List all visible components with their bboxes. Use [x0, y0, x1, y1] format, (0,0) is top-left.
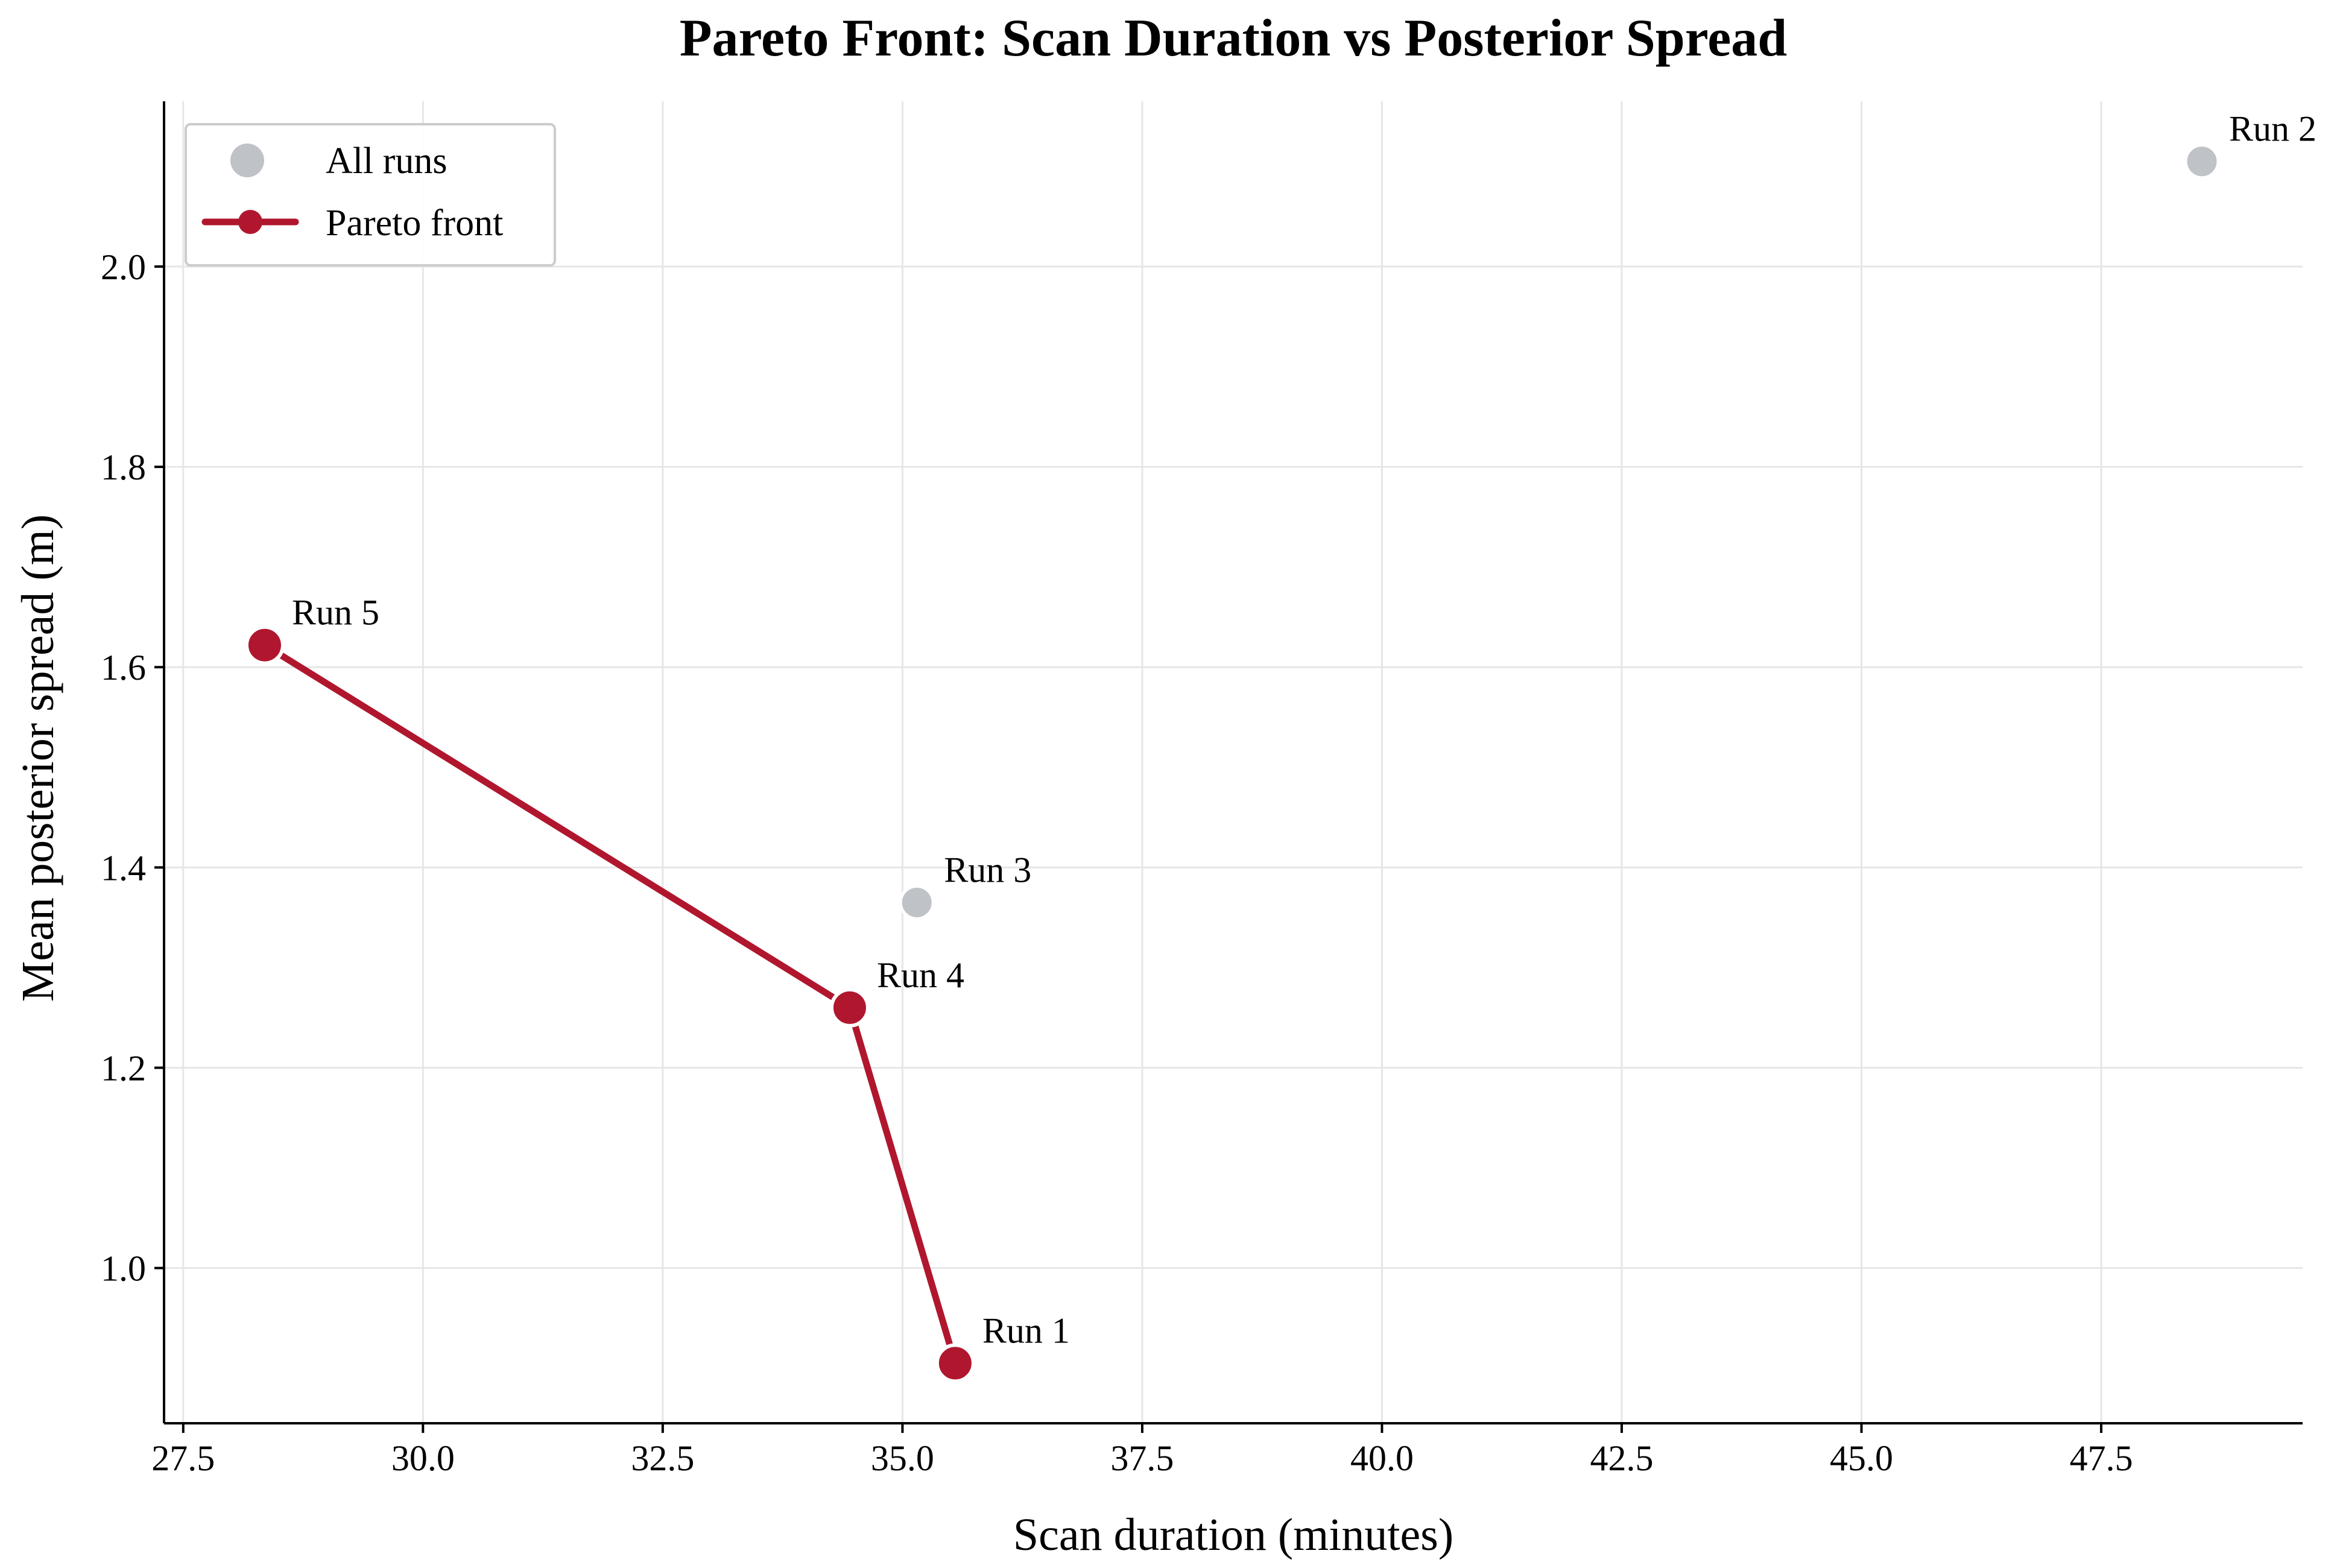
legend-label-all-runs: All runs [326, 141, 447, 182]
legend-box [185, 123, 556, 267]
all-runs-point [899, 884, 935, 920]
x-tick-label: 30.0 [391, 1438, 455, 1478]
pareto-front-point [244, 625, 285, 665]
y-tick-label: 1.2 [101, 1048, 146, 1088]
x-tick-label: 27.5 [151, 1438, 215, 1478]
y-tick-label: 1.0 [101, 1249, 146, 1289]
chart-title: Pareto Front: Scan Duration vs Posterior… [680, 9, 1787, 68]
x-tick-label: 47.5 [2070, 1438, 2133, 1478]
pareto-front-point [829, 987, 870, 1028]
legend-label-pareto-front: Pareto front [326, 203, 503, 244]
legend: All runs Pareto front [185, 123, 556, 267]
series-layer [244, 144, 2220, 1383]
point-label: Run 3 [944, 850, 1031, 890]
point-labels: Run 1 Run 2 Run 3 Run 4 Run 5 [292, 109, 2316, 1351]
x-tick-label: 32.5 [631, 1438, 694, 1478]
axes: 27.5 30.0 32.5 35.0 37.5 40.0 42.5 45.0 47.5 1.0 1… [101, 101, 2303, 1478]
x-tick-label: 35.0 [871, 1438, 934, 1478]
x-tick-label: 42.5 [1590, 1438, 1654, 1478]
legend-marker-all-runs [230, 144, 264, 177]
x-tick-label: 40.0 [1350, 1438, 1414, 1478]
point-label: Run 1 [982, 1310, 1070, 1350]
x-tick-label: 45.0 [1830, 1438, 1893, 1478]
point-label: Run 5 [292, 593, 379, 633]
point-label: Run 4 [877, 955, 964, 995]
y-tick-label: 1.6 [101, 648, 146, 688]
grid [164, 101, 2303, 1423]
x-tick-label: 37.5 [1110, 1438, 1174, 1478]
y-tick-label: 1.8 [101, 447, 146, 487]
pareto-front-point [935, 1343, 975, 1383]
point-label: Run 2 [2229, 109, 2316, 149]
x-axis-label: Scan duration (minutes) [1013, 1510, 1453, 1560]
y-axis-label: Mean posterior spread (m) [13, 514, 63, 1002]
legend-marker-pareto-front [238, 210, 262, 234]
y-tick-label: 2.0 [101, 247, 146, 287]
y-tick-label: 1.4 [101, 848, 146, 888]
all-runs-point [2184, 144, 2220, 180]
